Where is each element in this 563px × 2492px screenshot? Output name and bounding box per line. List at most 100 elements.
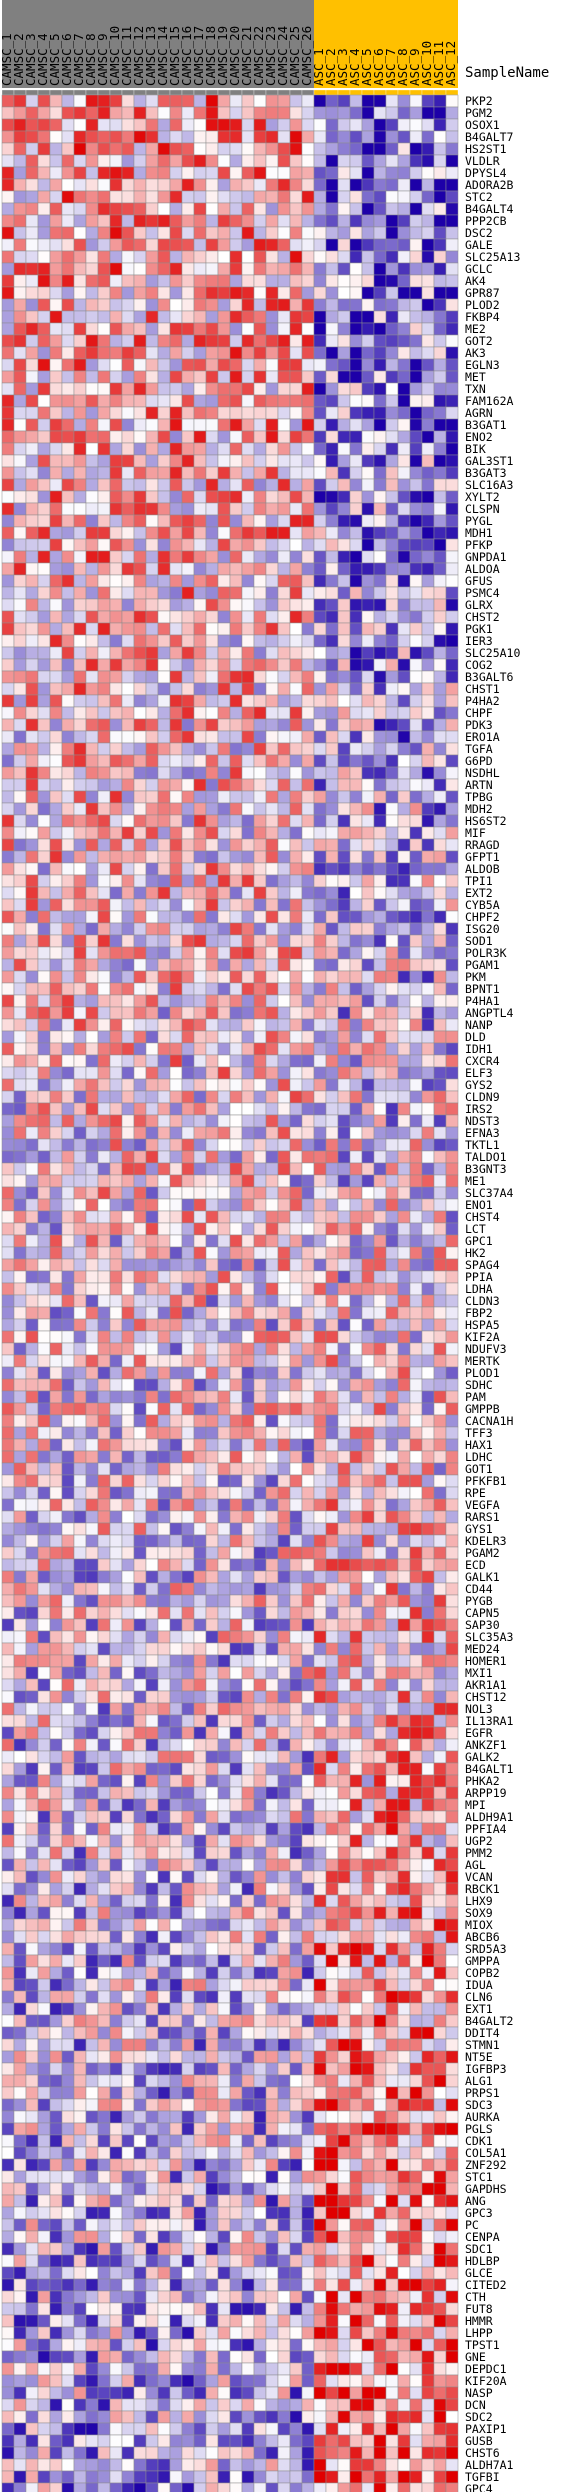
heatmap-cell (337, 646, 351, 660)
heatmap-cell (97, 166, 111, 180)
heatmap-cell (325, 526, 339, 540)
heatmap-cell (241, 166, 255, 180)
heatmap-cell (193, 1090, 207, 1104)
heatmap-cell (73, 550, 87, 564)
heatmap-cell (109, 562, 123, 576)
heatmap-cell (253, 1498, 267, 1512)
heatmap-cell (49, 1054, 63, 1068)
heatmap-cell (385, 1090, 399, 1104)
heatmap-cell (361, 982, 375, 996)
heatmap-cell (85, 1234, 99, 1248)
heatmap-cell (1, 322, 15, 336)
heatmap-cell (1, 874, 15, 888)
heatmap-cell (73, 910, 87, 924)
heatmap-cell (61, 1414, 75, 1428)
heatmap-cell (253, 1462, 267, 1476)
heatmap-cell (61, 1270, 75, 1284)
heatmap-cell (217, 1054, 231, 1068)
heatmap-cell (265, 1414, 279, 1428)
heatmap-cell (253, 118, 267, 132)
heatmap-cell (409, 94, 423, 108)
heatmap-cell (373, 1546, 387, 1560)
heatmap-cell (409, 670, 423, 684)
heatmap-cell (145, 178, 159, 192)
heatmap-cell (193, 1390, 207, 1404)
heatmap-cell (373, 478, 387, 492)
heatmap-cell (49, 214, 63, 228)
heatmap-cell (157, 622, 171, 636)
heatmap-cell (409, 862, 423, 876)
heatmap-cell (229, 1030, 243, 1044)
heatmap-cell (289, 1006, 303, 1020)
heatmap-cell (373, 670, 387, 684)
heatmap-cell (421, 562, 435, 576)
heatmap-cell (1, 1630, 15, 1644)
heatmap-cell (253, 1174, 267, 1188)
sample-label-bg (290, 0, 302, 88)
heatmap-cell (145, 982, 159, 996)
heatmap-cell (289, 1330, 303, 1344)
heatmap-cell (13, 694, 27, 708)
group-bar-cell (157, 89, 171, 96)
heatmap-cell (421, 1318, 435, 1332)
heatmap-cell (385, 1150, 399, 1164)
heatmap-cell (109, 1402, 123, 1416)
heatmap-cell (133, 394, 147, 408)
heatmap-cell (421, 718, 435, 732)
heatmap-cell (49, 946, 63, 960)
heatmap-cell (349, 1294, 363, 1308)
heatmap-cell (337, 670, 351, 684)
heatmap-cell (361, 538, 375, 552)
heatmap-cell (61, 934, 75, 948)
heatmap-cell (241, 586, 255, 600)
heatmap-cell (1, 946, 15, 960)
heatmap-cell (157, 646, 171, 660)
heatmap-cell (205, 466, 219, 480)
heatmap-cell (73, 382, 87, 396)
heatmap-cell (193, 442, 207, 456)
group-bar-cell (445, 89, 459, 96)
heatmap-cell (73, 1138, 87, 1152)
heatmap-cell (145, 1558, 159, 1572)
heatmap-cell (121, 670, 135, 684)
heatmap-cell (205, 1222, 219, 1236)
heatmap-cell (109, 1258, 123, 1272)
heatmap-cell (193, 394, 207, 408)
heatmap-cell (169, 478, 183, 492)
sample-label: ASC_4 (347, 48, 362, 86)
heatmap-cell (193, 1570, 207, 1584)
heatmap-cell (97, 730, 111, 744)
heatmap-cell (421, 934, 435, 948)
heatmap-cell (253, 814, 267, 828)
heatmap-cell (205, 1162, 219, 1176)
heatmap-cell (409, 1570, 423, 1584)
heatmap-cell (325, 1534, 339, 1548)
heatmap-cell (61, 1306, 75, 1320)
heatmap-cell (241, 190, 255, 204)
heatmap-cell (409, 610, 423, 624)
heatmap-cell (169, 1006, 183, 1020)
heatmap-cell (349, 766, 363, 780)
heatmap-cell (277, 1318, 291, 1332)
heatmap-cell (229, 1546, 243, 1560)
heatmap-cell (421, 502, 435, 516)
heatmap-cell (313, 1150, 327, 1164)
heatmap-cell (289, 1198, 303, 1212)
heatmap-cell (433, 1222, 447, 1236)
heatmap-cell (349, 322, 363, 336)
heatmap-cell (181, 1462, 195, 1476)
heatmap-cell (1, 1102, 15, 1116)
heatmap-cell (361, 214, 375, 228)
heatmap-cell (361, 1318, 375, 1332)
heatmap-cell (277, 370, 291, 384)
heatmap-cell (97, 1258, 111, 1272)
heatmap-cell (313, 490, 327, 504)
heatmap-cell (37, 838, 51, 852)
heatmap-cell (349, 1594, 363, 1608)
heatmap-cell (277, 310, 291, 324)
heatmap-cell (385, 1138, 399, 1152)
heatmap-cell (121, 1030, 135, 1044)
heatmap-cell (217, 1078, 231, 1092)
heatmap-cell (73, 610, 87, 624)
heatmap-cell (337, 1018, 351, 1032)
